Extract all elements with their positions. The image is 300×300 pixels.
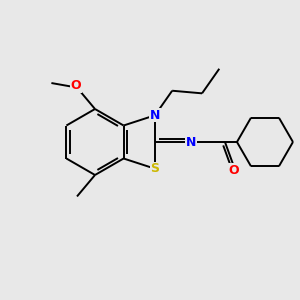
Text: O: O (229, 164, 239, 177)
Text: O: O (71, 79, 81, 92)
Text: N: N (186, 136, 196, 148)
Text: N: N (150, 109, 160, 122)
Text: S: S (151, 162, 160, 175)
